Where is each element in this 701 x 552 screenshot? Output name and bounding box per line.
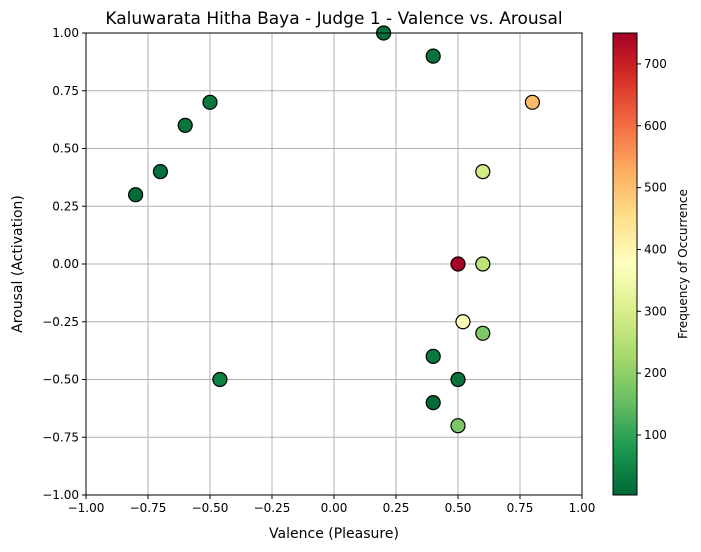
y-tick-label: 0.50	[52, 142, 79, 156]
colorbar-tick-label: 700	[644, 57, 667, 71]
colorbar-tick-label: 200	[644, 366, 667, 380]
x-axis-label: Valence (Pleasure)	[269, 526, 399, 542]
y-tick-label: 1.00	[52, 26, 79, 40]
colorbar-ticks: 100 200 300 400 500 600 700	[637, 57, 667, 442]
y-tick-label: 0.75	[52, 84, 79, 98]
y-tick-label: −0.75	[42, 430, 79, 444]
scatter-point	[425, 48, 441, 64]
colorbar-tick-label: 400	[644, 242, 667, 256]
scatter-point	[152, 164, 168, 180]
x-tick-label: −0.25	[254, 501, 291, 515]
scatter-point	[475, 325, 491, 341]
colorbar-tick-label: 500	[644, 181, 667, 195]
scatter-point	[212, 371, 228, 388]
y-tick-label: 0.25	[52, 199, 79, 213]
scatter-point	[455, 314, 471, 330]
scatter-point	[425, 395, 441, 411]
chart-title: Kaluwarata Hitha Baya - Judge 1 - Valenc…	[105, 9, 562, 29]
scatter-point	[202, 94, 218, 110]
y-axis-label: Arousal (Activation)	[10, 195, 26, 333]
y-axis-ticks: −1.00 −0.75 −0.50 −0.25 0.00 0.25 0.50 0.75 1.00	[42, 26, 86, 502]
plot-frame	[85, 32, 583, 496]
x-tick-label: 0.25	[383, 501, 410, 515]
x-tick-label: 0.75	[507, 501, 534, 515]
x-tick-label: −0.50	[192, 501, 229, 515]
scatter-point	[177, 117, 193, 134]
scatter-point	[450, 418, 466, 434]
colorbar	[612, 32, 638, 496]
scatter-point	[128, 187, 144, 203]
x-tick-label: 0.00	[321, 501, 348, 515]
colorbar-tick-label: 300	[644, 304, 667, 318]
colorbar-tick-label: 600	[644, 119, 667, 133]
scatter-point	[524, 94, 541, 110]
x-tick-label: 0.50	[445, 501, 472, 515]
colorbar-label: Frequency of Occurrence	[676, 189, 690, 339]
grid-lines	[85, 32, 583, 496]
scatter-point	[475, 164, 491, 180]
scatter-point	[450, 256, 466, 272]
y-tick-label: −1.00	[42, 488, 79, 502]
x-tick-label: 1.00	[569, 501, 596, 515]
scatter-point	[425, 348, 441, 364]
scatter-point	[450, 371, 466, 388]
scatter-point	[475, 256, 491, 272]
x-axis-ticks: −1.00 −0.75 −0.50 −0.25 0.00 0.25 0.50 0.75 1.00	[68, 495, 596, 515]
y-tick-label: 0.00	[52, 257, 79, 271]
y-tick-label: −0.50	[42, 373, 79, 387]
colorbar-tick-label: 100	[644, 428, 667, 442]
y-tick-label: −0.25	[42, 315, 79, 329]
x-tick-label: −0.75	[130, 501, 167, 515]
x-tick-label: −1.00	[68, 501, 105, 515]
